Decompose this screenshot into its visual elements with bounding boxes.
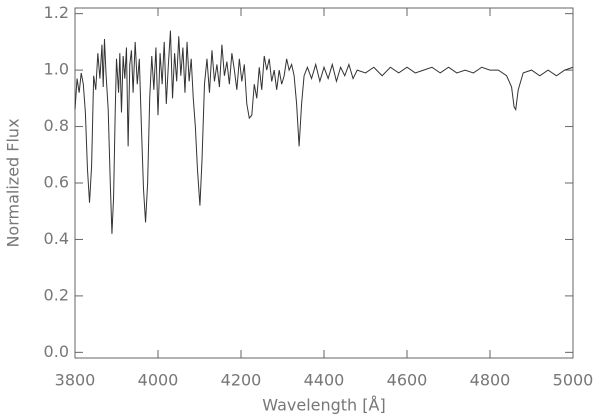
plot-frame xyxy=(74,7,574,359)
y-tick-label: 0.4 xyxy=(44,229,69,248)
x-tick-label: 4200 xyxy=(221,371,262,390)
y-tick-label: 0.8 xyxy=(44,116,69,135)
y-tick-label: 0.2 xyxy=(44,285,69,304)
x-axis-label: Wavelength [Å] xyxy=(262,396,385,415)
y-tick-label: 1.2 xyxy=(44,3,69,22)
y-tick-label: 0.0 xyxy=(44,342,69,361)
y-axis-label: Normalized Flux xyxy=(4,118,23,247)
x-tick-label: 4400 xyxy=(304,371,345,390)
y-tick-label: 0.6 xyxy=(44,173,69,192)
spectrum-line xyxy=(74,30,574,234)
x-tick-label: 3800 xyxy=(55,371,96,390)
x-tick-label: 5000 xyxy=(553,371,594,390)
x-tick-label: 4600 xyxy=(387,371,428,390)
x-tick-label: 4000 xyxy=(138,371,179,390)
x-tick-label: 4800 xyxy=(470,371,511,390)
y-tick-label: 1.0 xyxy=(44,60,69,79)
